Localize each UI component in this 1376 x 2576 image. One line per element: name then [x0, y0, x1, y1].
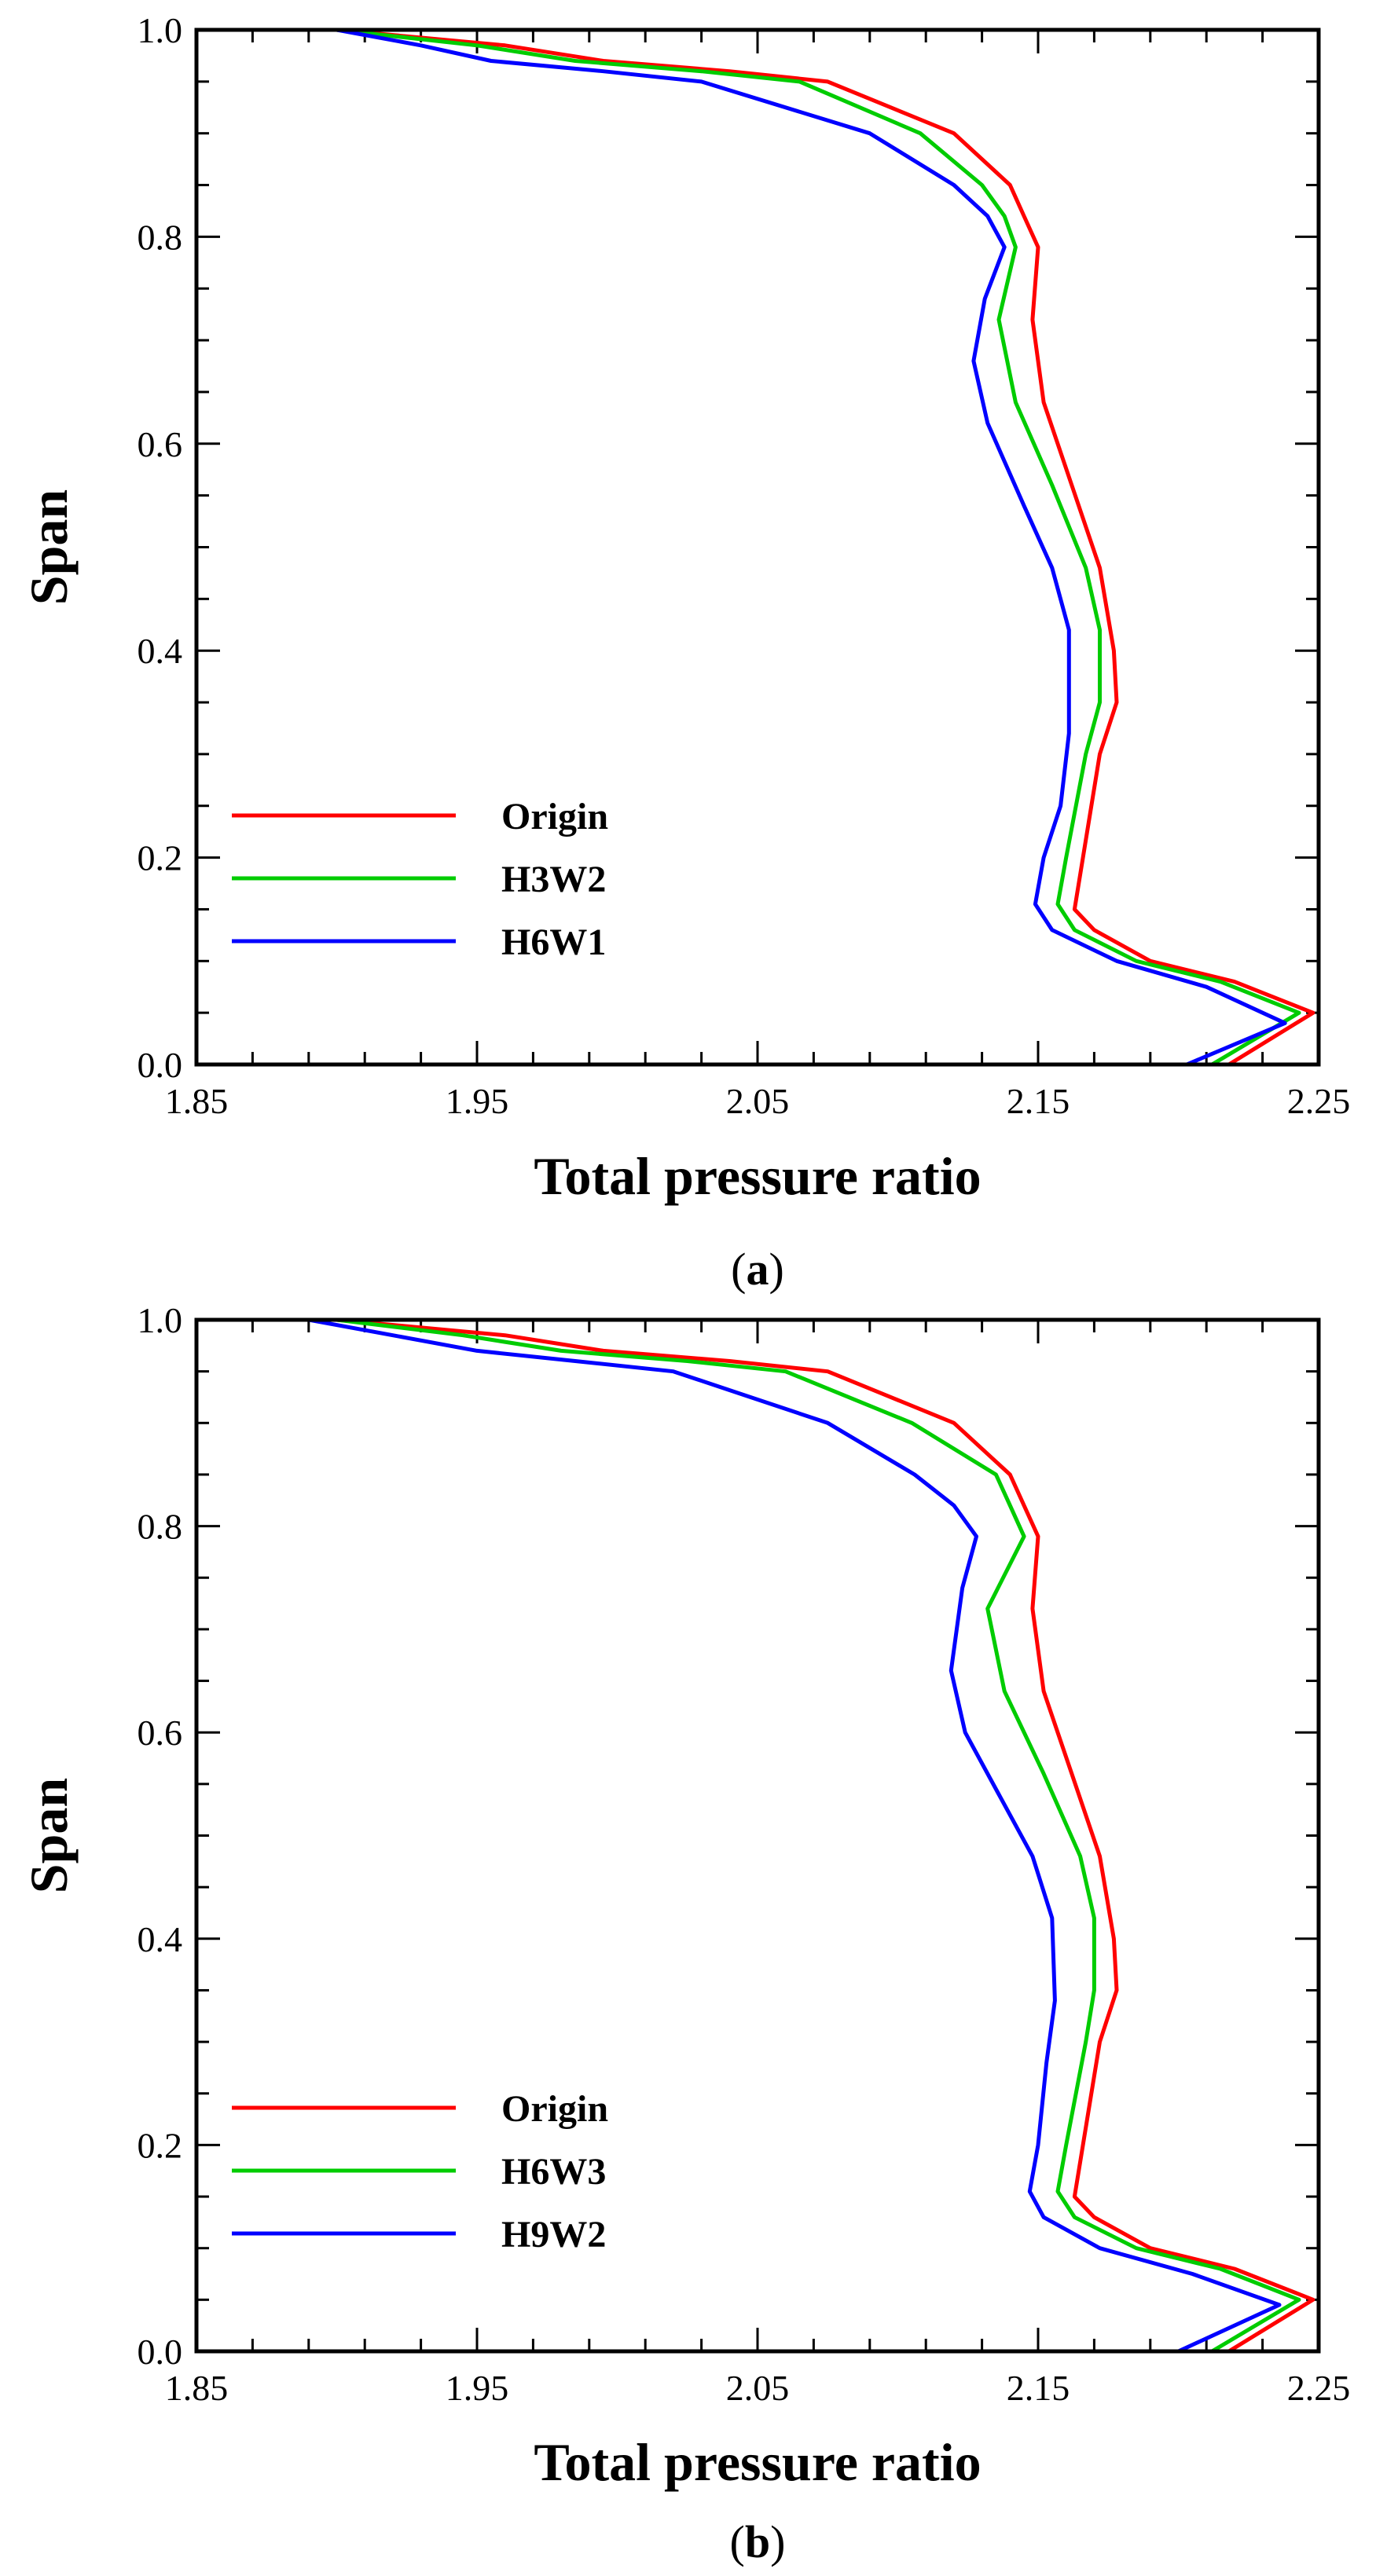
- x-tick-label: 2.05: [726, 1081, 790, 1121]
- plot-frame: [194, 1317, 1321, 2354]
- panel-label: (a): [731, 1244, 784, 1295]
- series-line-h6w1: [336, 30, 1287, 1064]
- legend-label-origin: Origin: [501, 796, 608, 837]
- legend-label-h6w1: H6W1: [501, 922, 606, 963]
- series-line-origin: [336, 1320, 1315, 2351]
- x-tick-label: 2.25: [1287, 1081, 1351, 1121]
- x-axis-title: Total pressure ratio: [534, 2432, 981, 2492]
- axis-ticks: [195, 28, 1320, 1066]
- chart-panel-b: 1.85 1.95 2.05 2.15 2.25 0.0 0.2 0.4 0.6 0.8 1.0 To…: [19, 1300, 1350, 2567]
- legend-label-h3w2: H3W2: [501, 859, 606, 900]
- legend-label-h6w3: H6W3: [501, 2151, 606, 2193]
- y-tick-label: 0.6: [138, 424, 183, 464]
- y-tick-label: 0.4: [138, 631, 183, 671]
- legend: Origin H6W3 H9W2: [232, 2088, 608, 2255]
- legend-label-h9w2: H9W2: [501, 2214, 606, 2255]
- x-tick-label: 2.15: [1007, 2368, 1070, 2408]
- chart-panel-a: 1.85 1.95 2.05 2.15 2.25 0.0 0.2 0.4 0.6 0.8 1.0 To…: [19, 10, 1350, 1295]
- y-tick-label: 1.0: [138, 10, 183, 50]
- y-tick-label: 0.6: [138, 1713, 183, 1753]
- y-tick-label: 0.8: [138, 1507, 183, 1547]
- x-tick-label: 2.25: [1287, 2368, 1351, 2408]
- plot-frame: [194, 27, 1321, 1067]
- y-axis-title: Span: [19, 489, 79, 605]
- x-tick-label: 1.85: [165, 2368, 229, 2408]
- y-tick-label: 1.0: [138, 1300, 183, 1340]
- y-tick-label: 0.2: [138, 2125, 183, 2165]
- panel-label: (b): [730, 2516, 786, 2567]
- y-tick-label: 0.2: [138, 838, 183, 878]
- y-tick-label: 0.0: [138, 1045, 183, 1085]
- y-tick-label: 0.8: [138, 217, 183, 257]
- axis-ticks: [195, 1318, 1320, 2353]
- series-line-h6w3: [336, 1320, 1301, 2351]
- x-tick-label: 2.05: [726, 2368, 790, 2408]
- series-line-h9w2: [308, 1320, 1282, 2351]
- x-tick-label: 1.85: [165, 1081, 229, 1121]
- legend: Origin H3W2 H6W1: [232, 796, 608, 963]
- legend-label-origin: Origin: [501, 2088, 608, 2130]
- y-tick-label: 0.0: [138, 2332, 183, 2372]
- series-line-origin: [336, 30, 1315, 1064]
- y-tick-label: 0.4: [138, 1919, 183, 1959]
- x-axis-title: Total pressure ratio: [534, 1146, 981, 1206]
- y-axis-title: Span: [19, 1778, 79, 1893]
- x-tick-label: 2.15: [1007, 1081, 1070, 1121]
- x-tick-label: 1.95: [446, 2368, 509, 2408]
- x-tick-label: 1.95: [446, 1081, 509, 1121]
- series-line-h3w2: [336, 30, 1301, 1064]
